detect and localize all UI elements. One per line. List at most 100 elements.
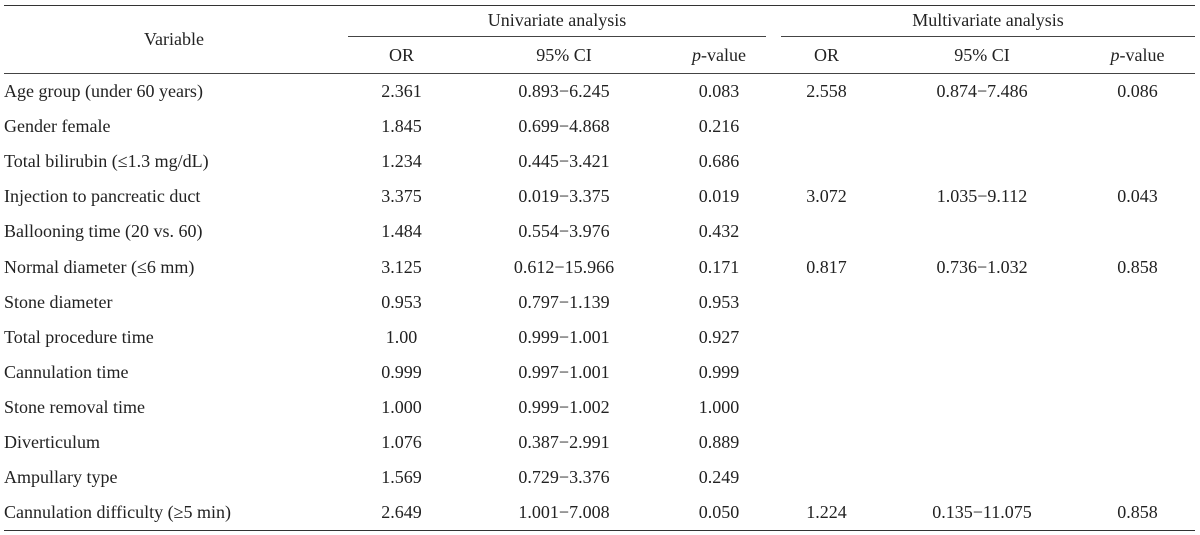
row-variable: Normal diameter (≤6 mm) <box>4 256 195 277</box>
multi-ci-header: 95% CI <box>884 38 1081 74</box>
uni-or: 1.569 <box>381 467 422 488</box>
row-variable: Total bilirubin (≤1.3 mg/dL) <box>4 151 209 172</box>
multi-p <box>1080 320 1195 355</box>
multi-or: 3.072 <box>806 186 847 207</box>
uni-or: 2.649 <box>344 495 459 532</box>
multi-ci: 0.135−11.075 <box>884 495 1081 532</box>
multi-or <box>769 390 884 425</box>
regression-table: Variable Univariate analysis Multivariat… <box>4 5 1196 532</box>
row-variable: Gender female <box>4 116 111 137</box>
table-row: Total bilirubin (≤1.3 mg/dL) 1.234 0.445… <box>4 144 1195 179</box>
uni-p-header: p-value <box>669 38 770 74</box>
row-variable: Ampullary type <box>4 467 118 488</box>
multi-ci: 1.035−9.112 <box>936 186 1028 207</box>
multi-ci <box>884 214 1080 249</box>
multi-ci <box>884 320 1080 355</box>
uni-ci: 0.893−6.245 <box>518 81 610 102</box>
table-row: Diverticulum 1.076 0.387−2.991 0.889 <box>4 425 1195 460</box>
uni-ci: 0.997−1.001 <box>518 361 610 382</box>
uni-or: 1.00 <box>385 326 418 347</box>
uni-or: 0.999 <box>381 361 422 382</box>
uni-or-header: OR <box>344 38 459 74</box>
univariate-label: Univariate analysis <box>487 10 627 30</box>
multi-ci <box>884 109 1080 144</box>
multi-p <box>1080 390 1195 425</box>
uni-p: 1.000 <box>698 396 740 417</box>
multi-p <box>1080 425 1195 460</box>
row-variable: Injection to pancreatic duct <box>4 186 201 207</box>
uni-p: 0.686 <box>698 151 740 172</box>
row-variable: Total procedure time <box>4 326 154 347</box>
multi-p <box>1080 285 1195 320</box>
row-variable: Stone diameter <box>4 291 113 312</box>
multi-ci <box>884 460 1080 495</box>
multi-or <box>769 109 884 144</box>
uni-p: 0.432 <box>698 221 740 242</box>
multi-p <box>1080 460 1195 495</box>
uni-p: 0.249 <box>698 467 740 488</box>
multi-p <box>1080 144 1195 179</box>
multi-or: 1.224 <box>769 495 885 532</box>
table-row: Age group (under 60 years) 2.361 0.893−6… <box>4 74 1195 110</box>
uni-ci: 0.387−2.991 <box>518 431 610 452</box>
multi-or <box>769 144 884 179</box>
table-row: Stone diameter 0.953 0.797−1.139 0.953 <box>4 285 1195 320</box>
multi-or <box>769 355 884 390</box>
multi-p: 0.858 <box>1117 256 1158 277</box>
uni-ci: 0.999−1.001 <box>518 326 610 347</box>
uni-ci: 1.001−7.008 <box>459 495 669 532</box>
multi-ci <box>884 144 1080 179</box>
multi-or <box>769 285 884 320</box>
table-row: Total procedure time 1.00 0.999−1.001 0.… <box>4 320 1195 355</box>
table-row: Cannulation time 0.999 0.997−1.001 0.999 <box>4 355 1195 390</box>
multi-p-header: p-value <box>1080 38 1196 74</box>
uni-ci-header: 95% CI <box>459 38 669 74</box>
univariate-group-header: Univariate analysis <box>344 5 770 38</box>
row-variable: Cannulation difficulty (≥5 min) <box>4 495 344 532</box>
multi-p: 0.086 <box>1117 81 1158 102</box>
multi-ci <box>884 355 1080 390</box>
uni-p: 0.171 <box>698 256 740 277</box>
row-variable: Stone removal time <box>4 396 145 417</box>
uni-or: 1.845 <box>381 116 422 137</box>
uni-or: 1.234 <box>381 151 422 172</box>
multi-ci: 0.736−1.032 <box>936 256 1028 277</box>
multi-p <box>1080 355 1195 390</box>
multi-p: 0.858 <box>1080 495 1196 532</box>
uni-or: 3.375 <box>381 186 422 207</box>
multi-ci <box>884 285 1080 320</box>
uni-or: 0.953 <box>381 291 422 312</box>
row-variable: Cannulation time <box>4 361 129 382</box>
multi-or <box>769 460 884 495</box>
uni-ci: 0.999−1.002 <box>518 396 610 417</box>
uni-p: 0.889 <box>698 431 740 452</box>
multi-p <box>1080 214 1195 249</box>
table-row: Ampullary type 1.569 0.729−3.376 0.249 <box>4 460 1195 495</box>
variable-header: Variable <box>4 5 344 74</box>
multi-ci <box>884 425 1080 460</box>
multi-ci <box>884 390 1080 425</box>
uni-ci: 0.445−3.421 <box>518 151 610 172</box>
multi-ci: 0.874−7.486 <box>936 81 1028 102</box>
multi-or: 2.558 <box>806 81 847 102</box>
uni-or: 1.000 <box>381 396 422 417</box>
uni-or: 2.361 <box>381 81 422 102</box>
multi-or <box>769 320 884 355</box>
multivariate-label: Multivariate analysis <box>912 10 1064 30</box>
uni-ci: 0.554−3.976 <box>518 221 610 242</box>
uni-or: 1.484 <box>381 221 422 242</box>
uni-p: 0.953 <box>698 291 740 312</box>
uni-p: 0.019 <box>698 186 740 207</box>
table-row: Ballooning time (20 vs. 60) 1.484 0.554−… <box>4 214 1195 249</box>
multi-or <box>769 214 884 249</box>
multivariate-group-header: Multivariate analysis <box>769 5 1196 38</box>
uni-ci: 0.729−3.376 <box>518 467 610 488</box>
uni-or: 1.076 <box>381 431 422 452</box>
table-row: Cannulation difficulty (≥5 min) 2.649 1.… <box>4 495 1196 532</box>
uni-p: 0.927 <box>698 326 740 347</box>
multi-or-header: OR <box>769 38 885 74</box>
table-row: Normal diameter (≤6 mm) 3.125 0.612−15.9… <box>4 249 1195 284</box>
table-row: Injection to pancreatic duct 3.375 0.019… <box>4 179 1195 214</box>
table-row: Stone removal time 1.000 0.999−1.002 1.0… <box>4 390 1195 425</box>
